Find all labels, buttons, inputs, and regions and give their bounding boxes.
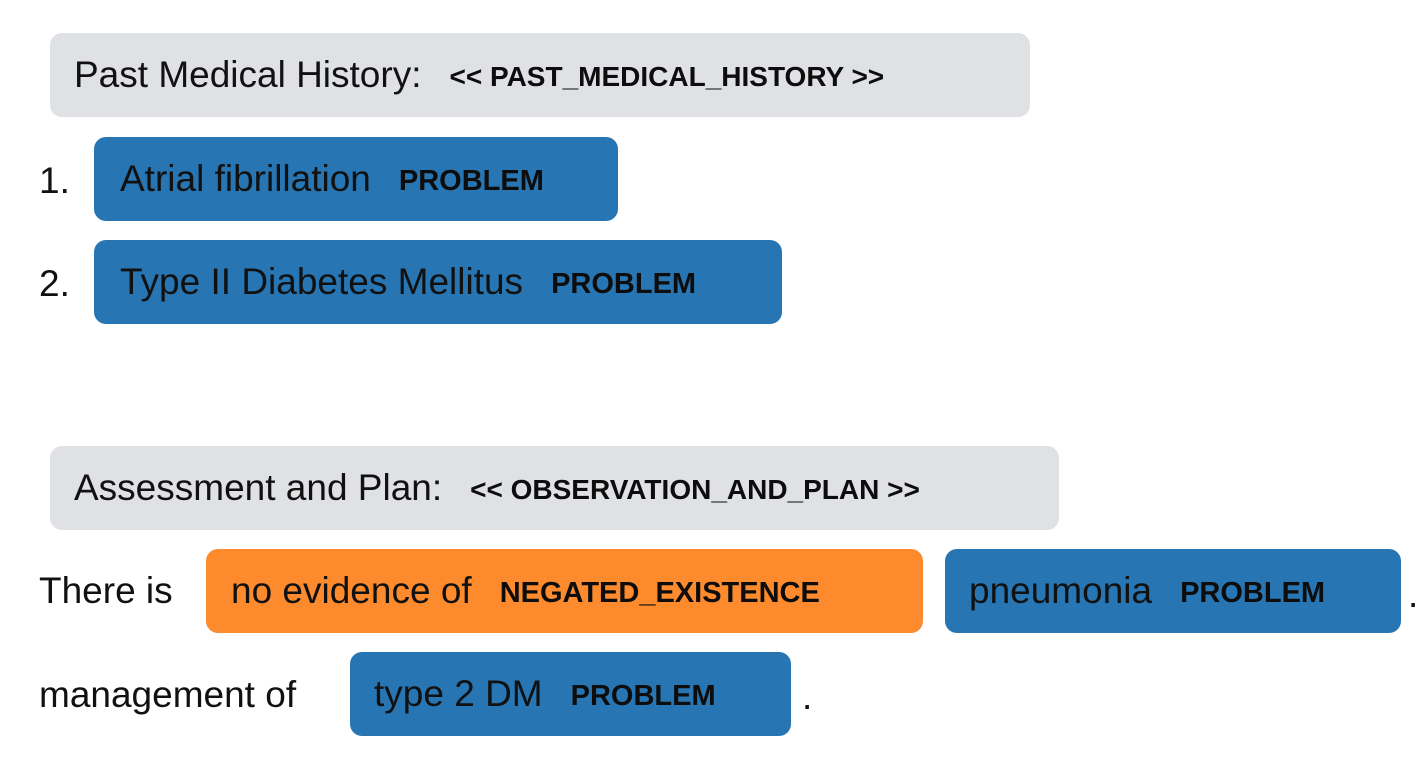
- list-number: 1.: [39, 160, 70, 201]
- entity-chip-problem[interactable]: Type II Diabetes Mellitus PROBLEM: [94, 240, 782, 324]
- sentence-punctuation: .: [802, 676, 813, 717]
- section-header-label: Past Medical History:: [74, 54, 422, 95]
- entity-text: Type II Diabetes Mellitus: [120, 261, 524, 302]
- entity-label: PROBLEM: [570, 679, 716, 712]
- entity-text: pneumonia: [969, 570, 1153, 611]
- entity-text: type 2 DM: [374, 673, 543, 714]
- entity-chip-negated-existence[interactable]: no evidence of NEGATED_EXISTENCE: [206, 549, 923, 633]
- entity-chip-problem[interactable]: pneumonia PROBLEM: [945, 549, 1401, 633]
- section-tag: << OBSERVATION_AND_PLAN >>: [470, 474, 920, 505]
- list-number: 2.: [39, 263, 70, 304]
- section-header-past-medical-history[interactable]: Past Medical History: << PAST_MEDICAL_HI…: [50, 33, 1030, 117]
- entity-chip-problem[interactable]: Atrial fibrillation PROBLEM: [94, 137, 618, 221]
- entity-label: PROBLEM: [1180, 576, 1326, 609]
- entity-label: NEGATED_EXISTENCE: [499, 576, 820, 609]
- sentence-punctuation: .: [1408, 576, 1416, 613]
- entity-label: PROBLEM: [551, 267, 697, 300]
- entity-text: no evidence of: [231, 570, 472, 611]
- entity-text: Atrial fibrillation: [120, 158, 371, 199]
- entity-label: PROBLEM: [398, 164, 544, 197]
- entity-chip-problem[interactable]: type 2 DM PROBLEM: [350, 652, 791, 736]
- sentence-text: There is: [39, 570, 173, 611]
- section-header-label: Assessment and Plan:: [74, 467, 443, 508]
- section-tag: << PAST_MEDICAL_HISTORY >>: [449, 61, 885, 92]
- sentence-text: management of: [39, 674, 297, 715]
- section-header-assessment-and-plan[interactable]: Assessment and Plan: << OBSERVATION_AND_…: [50, 446, 1059, 530]
